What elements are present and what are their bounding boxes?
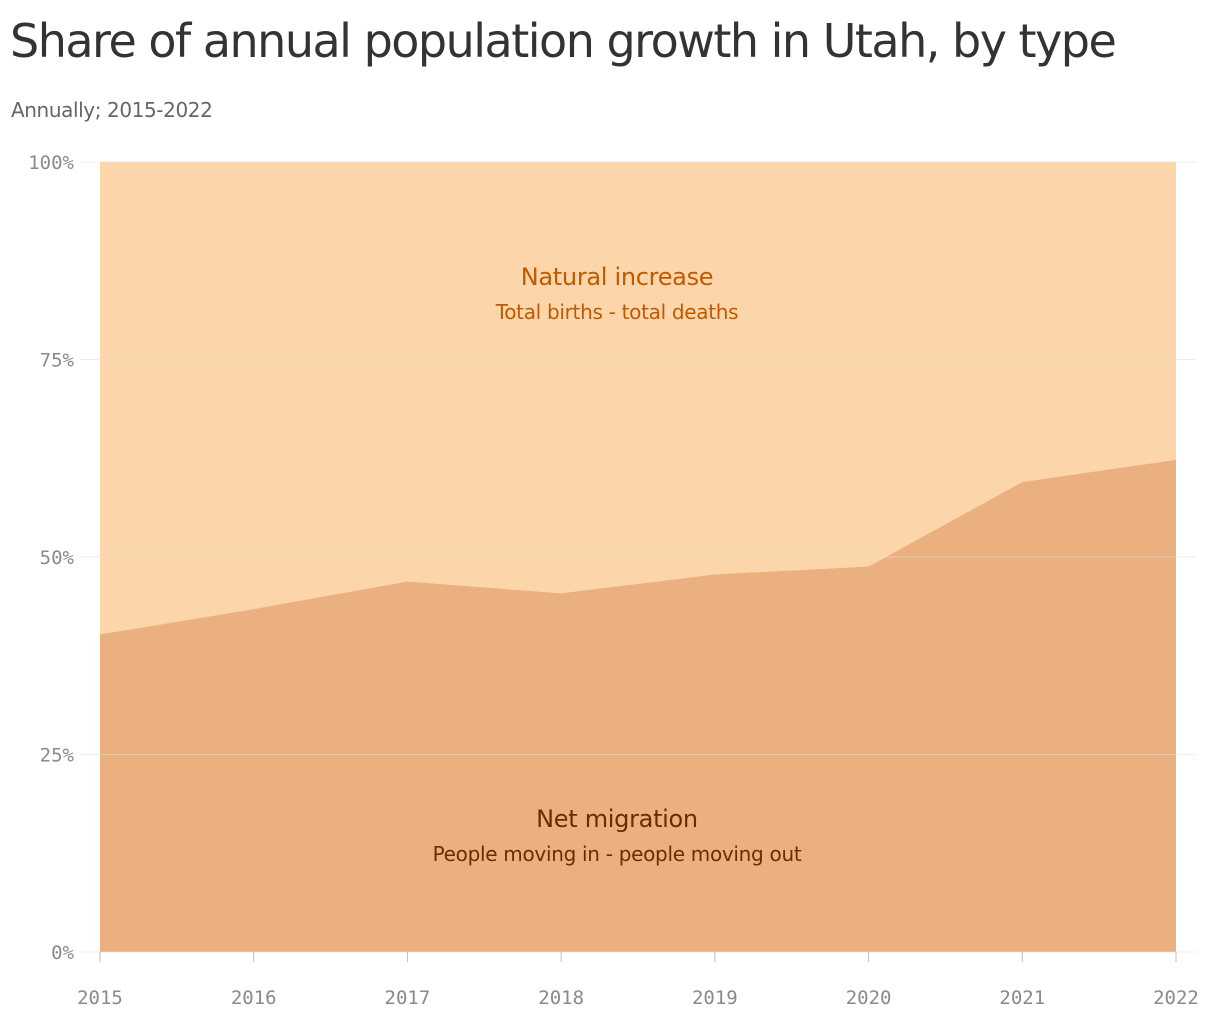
y-tick-label: 100%: [28, 152, 74, 174]
x-tick-label: 2017: [385, 987, 431, 1009]
y-tick-label: 50%: [40, 547, 75, 569]
area-net-migration: [100, 459, 1176, 952]
area-series: [100, 162, 1176, 952]
y-tick-label: 25%: [40, 745, 75, 767]
series-label-net-migration: Net migration: [536, 805, 698, 833]
x-tick-label: 2022: [1153, 987, 1199, 1009]
y-tick-label: 75%: [40, 350, 75, 372]
area-labels: Net migration People moving in - people m…: [433, 263, 803, 866]
y-tick-label: 0%: [51, 942, 74, 964]
x-tick-label: 2018: [538, 987, 584, 1009]
axes: 0% 25% 50% 75% 100% 2015 2016 2017 2018 2019 2020 2…: [28, 152, 1199, 1009]
series-label-natural-increase: Natural increase: [521, 263, 714, 291]
x-tick-label: 2015: [77, 987, 123, 1009]
x-tick-label: 2019: [692, 987, 738, 1009]
x-tick-label: 2020: [846, 987, 892, 1009]
series-description-natural-increase: Total births - total deaths: [495, 300, 739, 324]
area-natural-increase: [100, 162, 1176, 635]
series-description-net-migration: People moving in - people moving out: [433, 842, 802, 866]
x-tick-label: 2021: [999, 987, 1045, 1009]
chart-subtitle: Annually; 2015-2022: [11, 98, 213, 122]
chart-title: Share of annual population growth in Uta…: [10, 14, 1117, 68]
x-tick-label: 2016: [231, 987, 277, 1009]
